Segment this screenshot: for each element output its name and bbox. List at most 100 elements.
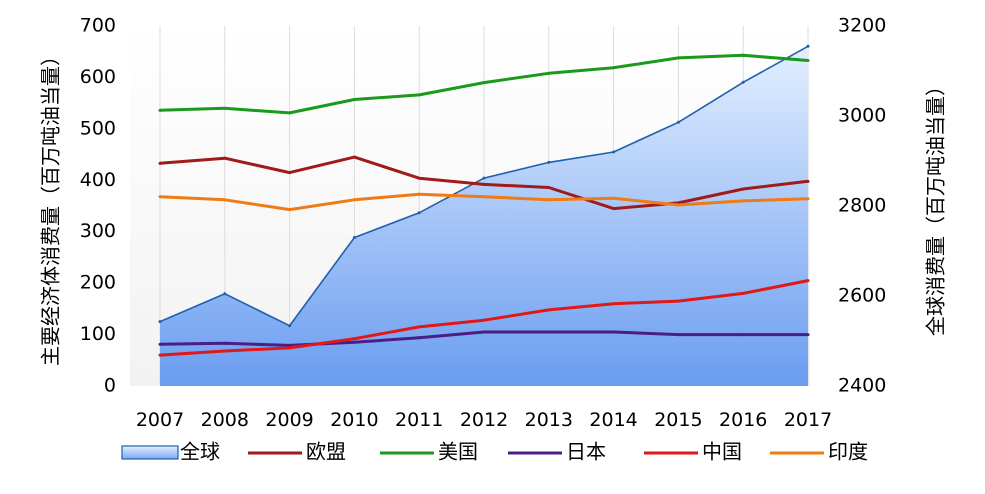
point-日本-2014 <box>612 330 616 334</box>
point-日本-2011 <box>417 336 421 340</box>
point-日本-2008 <box>223 341 227 345</box>
point-全球-2015 <box>676 120 680 124</box>
point-印度-2007 <box>158 195 162 199</box>
point-日本-2015 <box>676 333 680 337</box>
point-中国-2016 <box>741 291 745 295</box>
point-欧盟-2017 <box>806 179 810 183</box>
point-中国-2010 <box>352 337 356 341</box>
lines-layer <box>158 44 810 357</box>
point-美国-2007 <box>158 108 162 112</box>
axes-layer: 0 100 200 300 400 500 600 700 2400 2600 2800 3000 32… <box>80 15 887 432</box>
point-美国-2009 <box>288 111 292 115</box>
point-中国-2013 <box>547 308 551 312</box>
point-中国-2017 <box>806 279 810 283</box>
legend-label-美国: 美国 <box>438 440 478 464</box>
right-tick-label: 3200 <box>838 15 886 37</box>
point-日本-2009 <box>288 343 292 347</box>
point-印度-2017 <box>806 197 810 201</box>
legend-label-全球: 全球 <box>180 440 220 464</box>
x-tick-label-2010: 2010 <box>330 409 378 431</box>
point-美国-2011 <box>417 93 421 97</box>
point-日本-2012 <box>482 330 486 334</box>
right-tick-label: 2800 <box>838 195 886 217</box>
point-全球-2014 <box>612 150 616 154</box>
point-日本-2007 <box>158 342 162 346</box>
point-欧盟-2010 <box>352 155 356 159</box>
point-中国-2008 <box>223 349 227 353</box>
legend: 全球 欧盟 美国 日本 中国 印度 <box>121 440 868 464</box>
point-全球-2008 <box>223 292 227 296</box>
legend-label-印度: 印度 <box>828 440 868 464</box>
left-tick-label: 300 <box>80 220 116 242</box>
x-tick-label-2008: 2008 <box>201 409 249 431</box>
left-tick-label: 500 <box>80 117 116 139</box>
point-日本-2013 <box>547 330 551 334</box>
legend-label-中国: 中国 <box>702 440 742 464</box>
right-tick-label: 2400 <box>838 375 886 397</box>
x-tick-label-2016: 2016 <box>719 409 767 431</box>
point-日本-2017 <box>806 333 810 337</box>
x-tick-label-2007: 2007 <box>136 409 184 431</box>
point-印度-2014 <box>612 196 616 200</box>
x-tick-label-2015: 2015 <box>654 409 702 431</box>
legend-label-欧盟: 欧盟 <box>306 440 346 464</box>
point-印度-2009 <box>288 208 292 212</box>
x-tick-label-2014: 2014 <box>589 409 637 431</box>
point-中国-2015 <box>676 299 680 303</box>
point-全球-2011 <box>417 211 421 215</box>
point-全球-2009 <box>288 324 292 328</box>
point-美国-2016 <box>741 53 745 57</box>
point-美国-2017 <box>806 58 810 62</box>
right-tick-label: 3000 <box>838 105 886 127</box>
point-中国-2007 <box>158 353 162 357</box>
point-全球-2017 <box>806 44 810 48</box>
point-日本-2016 <box>741 333 745 337</box>
point-印度-2008 <box>223 198 227 202</box>
x-tick-label-2013: 2013 <box>525 409 573 431</box>
x-tick-label-2011: 2011 <box>395 409 443 431</box>
left-tick-label: 600 <box>80 66 116 88</box>
point-美国-2012 <box>482 81 486 85</box>
left-tick-label: 400 <box>80 169 116 191</box>
point-欧盟-2007 <box>158 161 162 165</box>
point-印度-2015 <box>676 203 680 207</box>
point-全球-2007 <box>158 320 162 324</box>
left-axis-title: 主要经济体消费量（百万吨油当量） <box>39 46 63 366</box>
left-tick-label: 200 <box>80 272 116 294</box>
point-全球-2012 <box>482 176 486 180</box>
point-欧盟-2014 <box>612 207 616 211</box>
point-全球-2013 <box>547 160 551 164</box>
point-美国-2015 <box>676 56 680 60</box>
point-美国-2014 <box>612 66 616 70</box>
point-中国-2011 <box>417 325 421 329</box>
point-中国-2014 <box>612 302 616 306</box>
legend-label-日本: 日本 <box>566 440 606 464</box>
point-欧盟-2009 <box>288 171 292 175</box>
point-欧盟-2008 <box>223 156 227 160</box>
right-axis-title: 全球消费量（百万吨油当量） <box>924 76 948 336</box>
point-中国-2009 <box>288 346 292 350</box>
point-印度-2010 <box>352 198 356 202</box>
point-美国-2013 <box>547 71 551 75</box>
x-tick-label-2017: 2017 <box>784 409 832 431</box>
left-tick-label: 700 <box>80 15 116 37</box>
x-tick-label-2012: 2012 <box>460 409 508 431</box>
left-tick-label: 0 <box>104 375 116 397</box>
point-印度-2012 <box>482 195 486 199</box>
point-印度-2011 <box>417 192 421 196</box>
point-全球-2016 <box>741 80 745 84</box>
point-欧盟-2013 <box>547 185 551 189</box>
legend-swatch-全球 <box>121 445 179 460</box>
point-欧盟-2012 <box>482 182 486 186</box>
point-印度-2013 <box>547 198 551 202</box>
left-tick-label: 100 <box>80 323 116 345</box>
point-欧盟-2011 <box>417 176 421 180</box>
point-日本-2010 <box>352 340 356 344</box>
point-全球-2010 <box>352 236 356 239</box>
x-tick-label-2009: 2009 <box>265 409 313 431</box>
point-美国-2008 <box>223 106 227 110</box>
point-欧盟-2016 <box>741 187 745 191</box>
right-tick-label: 2600 <box>838 285 886 307</box>
point-美国-2010 <box>352 98 356 102</box>
